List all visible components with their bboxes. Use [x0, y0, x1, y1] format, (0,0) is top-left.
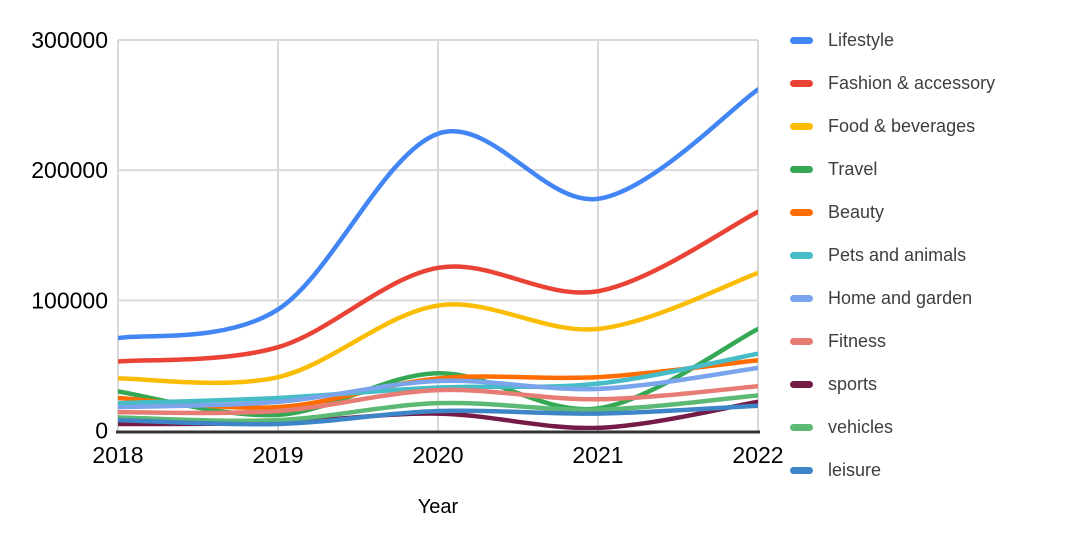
series-line-fashion-accessory[interactable]: [118, 209, 758, 364]
legend-swatch-icon: [790, 36, 813, 44]
legend-item-leisure[interactable]: leisure: [790, 458, 995, 482]
legend-swatch-icon: [790, 294, 813, 302]
legend-swatch-icon: [790, 208, 813, 216]
x-axis-title: Year: [417, 496, 459, 518]
y-tick-label: 100000: [31, 287, 108, 313]
series-line-pets-and-animals[interactable]: [118, 351, 758, 406]
series-line-fitness[interactable]: [118, 383, 758, 416]
legend-item-food-beverages[interactable]: Food & beverages: [790, 114, 995, 138]
legend-label: sports: [828, 374, 878, 394]
series-line-vehicles[interactable]: [118, 393, 758, 424]
series-line-lifestyle[interactable]: [118, 87, 758, 341]
legend-swatch-icon: [790, 79, 813, 87]
legend-swatch-icon: [790, 165, 813, 173]
x-tick-label: 2022: [732, 442, 783, 468]
legend-label: Pets and animals: [828, 245, 967, 265]
legend-item-beauty[interactable]: Beauty: [790, 200, 995, 224]
series-line-leisure[interactable]: [118, 403, 758, 427]
legend-item-fitness[interactable]: Fitness: [790, 329, 995, 353]
series-line-home-and-garden[interactable]: [118, 365, 758, 410]
legend-item-pets-and-animals[interactable]: Pets and animals: [790, 243, 995, 267]
y-tick-label: 0: [95, 418, 108, 444]
x-tick-label: 2020: [412, 442, 463, 468]
legend-label: Travel: [828, 159, 878, 179]
x-tick-label: 2019: [252, 442, 303, 468]
legend-label: vehicles: [828, 417, 894, 437]
legend-swatch-icon: [790, 122, 813, 130]
legend-swatch-icon: [790, 251, 813, 259]
legend-label: Home and garden: [828, 288, 973, 308]
legend-label: Beauty: [828, 202, 885, 222]
y-tick-label: 200000: [31, 157, 108, 183]
legend-item-sports[interactable]: sports: [790, 372, 995, 396]
x-tick-label: 2018: [92, 442, 143, 468]
legend: Lifestyle Fashion & accessory Food & bever…: [790, 28, 995, 501]
legend-label: Lifestyle: [828, 30, 895, 50]
legend-label: Fitness: [828, 331, 887, 351]
legend-item-fashion-accessory[interactable]: Fashion & accessory: [790, 71, 995, 95]
legend-item-home-and-garden[interactable]: Home and garden: [790, 286, 995, 310]
legend-swatch-icon: [790, 380, 813, 388]
legend-swatch-icon: [790, 466, 813, 474]
legend-label: Fashion & accessory: [828, 73, 996, 93]
legend-swatch-icon: [790, 423, 813, 431]
legend-label: Food & beverages: [828, 116, 976, 136]
x-tick-label: 2021: [572, 442, 623, 468]
series-line-food-beverages[interactable]: [118, 270, 758, 386]
legend-swatch-icon: [790, 337, 813, 345]
legend-item-lifestyle[interactable]: Lifestyle: [790, 28, 995, 52]
legend-item-vehicles[interactable]: vehicles: [790, 415, 995, 439]
series-group: [118, 87, 758, 430]
legend-item-travel[interactable]: Travel: [790, 157, 995, 181]
y-tick-label: 300000: [31, 27, 108, 53]
legend-label: leisure: [828, 460, 882, 480]
